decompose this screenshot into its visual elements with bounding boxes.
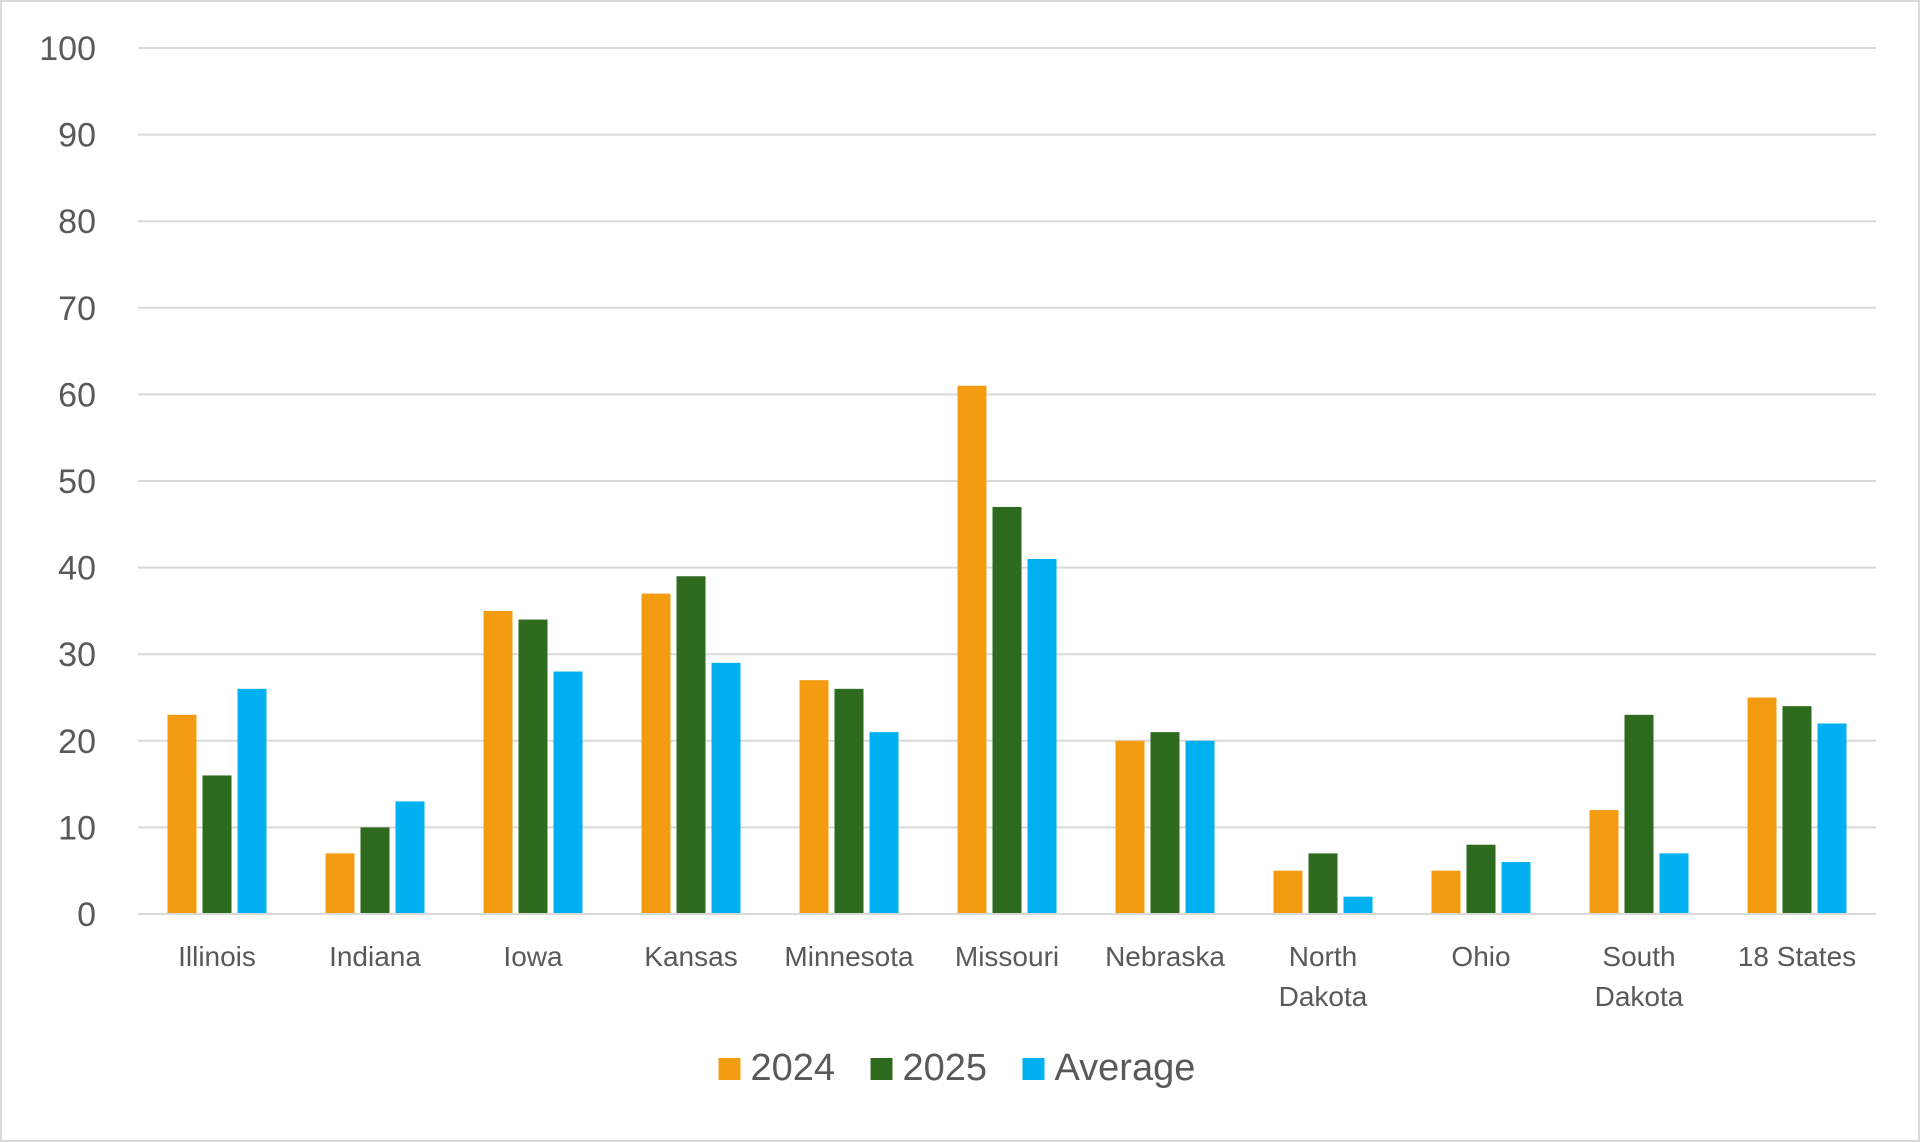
gridlines (138, 47, 1876, 829)
x-axis-labels: Illinois Indiana Iowa Kansas Minnesota Missou… (178, 941, 1856, 1012)
legend: 2024 2025 Average (718, 1047, 1196, 1089)
y-tick-label: 40 (58, 550, 96, 588)
y-tick-label: 0 (77, 896, 96, 934)
bar-average-minnesota (869, 732, 899, 914)
bars (167, 385, 1847, 914)
legend-swatch-2025 (870, 1058, 893, 1080)
y-tick-label: 30 (58, 636, 96, 674)
bar-2024-indiana (325, 853, 355, 914)
y-tick-label: 90 (58, 117, 96, 155)
bar-2025-minnesota (834, 688, 864, 914)
bar-2024-north-dakota (1273, 870, 1303, 914)
bar-average-kansas (711, 662, 741, 914)
bar-average-18-states (1817, 723, 1847, 914)
bar-2024-kansas (641, 593, 671, 914)
bar-2025-north-dakota (1308, 853, 1338, 914)
y-tick-label: 20 (58, 723, 96, 761)
y-tick-label: 80 (58, 203, 96, 241)
legend-label-2025: 2025 (903, 1047, 988, 1089)
bar-average-illinois (237, 688, 267, 914)
y-tick-label: 70 (58, 290, 96, 328)
bar-2024-illinois (167, 714, 197, 914)
bar-2024-nebraska (1115, 740, 1145, 914)
x-tick-label: Ohio (1451, 941, 1510, 972)
x-tick-label: 18 States (1738, 941, 1856, 972)
bar-2025-kansas (676, 576, 706, 914)
bar-2025-nebraska (1150, 732, 1180, 914)
bar-2024-missouri (957, 385, 987, 914)
legend-label-average: Average (1055, 1047, 1196, 1089)
bar-average-ohio (1501, 862, 1531, 914)
bar-average-south-dakota (1659, 853, 1689, 914)
x-tick-label: Nebraska (1105, 941, 1225, 972)
x-tick-label: Missouri (955, 941, 1059, 972)
bar-2025-18-states (1782, 706, 1812, 914)
legend-label-2024: 2024 (751, 1047, 836, 1089)
y-tick-label: 50 (58, 463, 96, 501)
bar-average-nebraska (1185, 740, 1215, 914)
x-tick-label: South Dakota (1595, 941, 1684, 1012)
y-tick-label: 100 (39, 30, 96, 68)
bar-2024-ohio (1431, 870, 1461, 914)
bar-2024-minnesota (799, 680, 829, 914)
x-tick-label: Iowa (503, 941, 563, 972)
bar-2025-iowa (518, 619, 548, 914)
x-tick-label: Minnesota (784, 941, 914, 972)
bar-2025-illinois (202, 775, 232, 914)
x-tick-label: Indiana (329, 941, 421, 972)
x-tick-label: North Dakota (1279, 941, 1368, 1012)
bar-2024-south-dakota (1589, 810, 1619, 914)
legend-swatch-average (1022, 1058, 1045, 1080)
bar-2024-iowa (483, 610, 513, 914)
bar-2025-indiana (360, 827, 390, 914)
bar-average-north-dakota (1343, 896, 1373, 914)
bar-average-iowa (553, 671, 583, 914)
y-tick-label: 10 (58, 809, 96, 847)
y-axis-ticks: 0 10 20 30 40 50 60 70 80 90 100 (39, 30, 96, 934)
legend-swatch-2024 (718, 1058, 741, 1080)
x-tick-label: Illinois (178, 941, 256, 972)
bar-average-indiana (395, 801, 425, 914)
bar-2025-missouri (992, 506, 1022, 914)
bar-average-missouri (1027, 558, 1057, 914)
y-tick-label: 60 (58, 376, 96, 414)
x-tick-label: Kansas (644, 941, 737, 972)
bar-2025-south-dakota (1624, 714, 1654, 914)
bar-2025-ohio (1466, 844, 1496, 914)
bar-2024-18-states (1747, 697, 1777, 914)
